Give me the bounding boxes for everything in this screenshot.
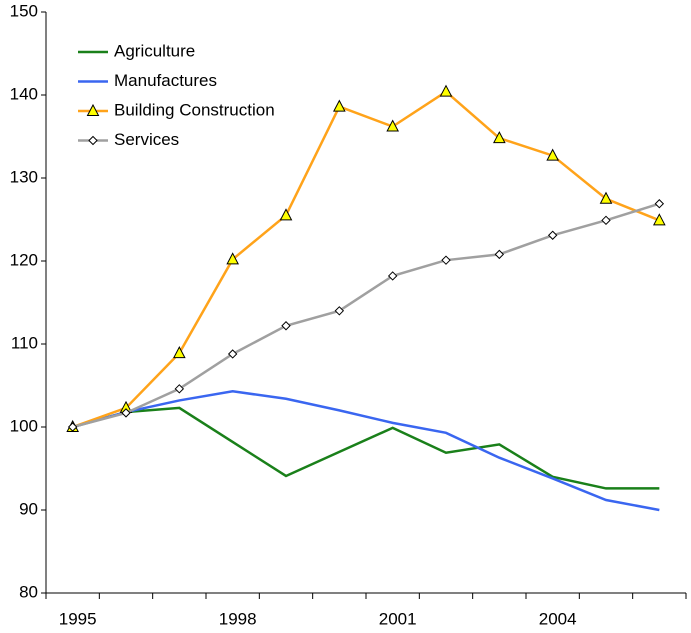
marker [493,131,506,144]
marker [547,230,558,240]
marker [281,321,291,331]
legend-label: Building Construction [114,100,275,119]
series-line [72,90,660,429]
series-line [72,202,660,429]
x-tick-label: 1998 [219,609,257,628]
y-tick-label: 100 [10,416,38,435]
marker [67,422,78,432]
y-tick-label: 90 [19,499,38,518]
marker [86,103,100,116]
y-tick-label: 120 [10,250,38,269]
marker [601,215,611,226]
x-tick-label: 1995 [59,609,97,628]
marker [226,252,239,265]
marker [333,99,346,112]
marker [654,199,665,209]
marker [173,346,186,359]
marker [227,349,238,359]
marker [174,384,185,394]
marker [386,119,399,132]
y-tick-label: 130 [10,167,38,186]
y-tick-label: 110 [11,333,38,352]
marker [599,191,613,204]
marker [279,208,293,221]
marker [387,271,398,281]
legend-label: Manufactures [114,71,217,90]
x-tick-label: 2004 [539,609,577,628]
marker [439,84,453,97]
marker [546,148,559,161]
marker [334,306,345,316]
marker [121,408,131,418]
marker [88,135,98,146]
x-tick-label: 2001 [379,609,417,628]
y-tick-label: 80 [19,582,38,601]
series-line [72,406,660,490]
marker [494,249,505,260]
legend-label: Agriculture [114,41,195,60]
y-tick-label: 150 [10,1,38,20]
marker [441,255,451,265]
y-tick-label: 140 [10,84,38,103]
marker [653,213,666,226]
series-line [72,390,660,512]
legend-label: Services [114,130,179,149]
